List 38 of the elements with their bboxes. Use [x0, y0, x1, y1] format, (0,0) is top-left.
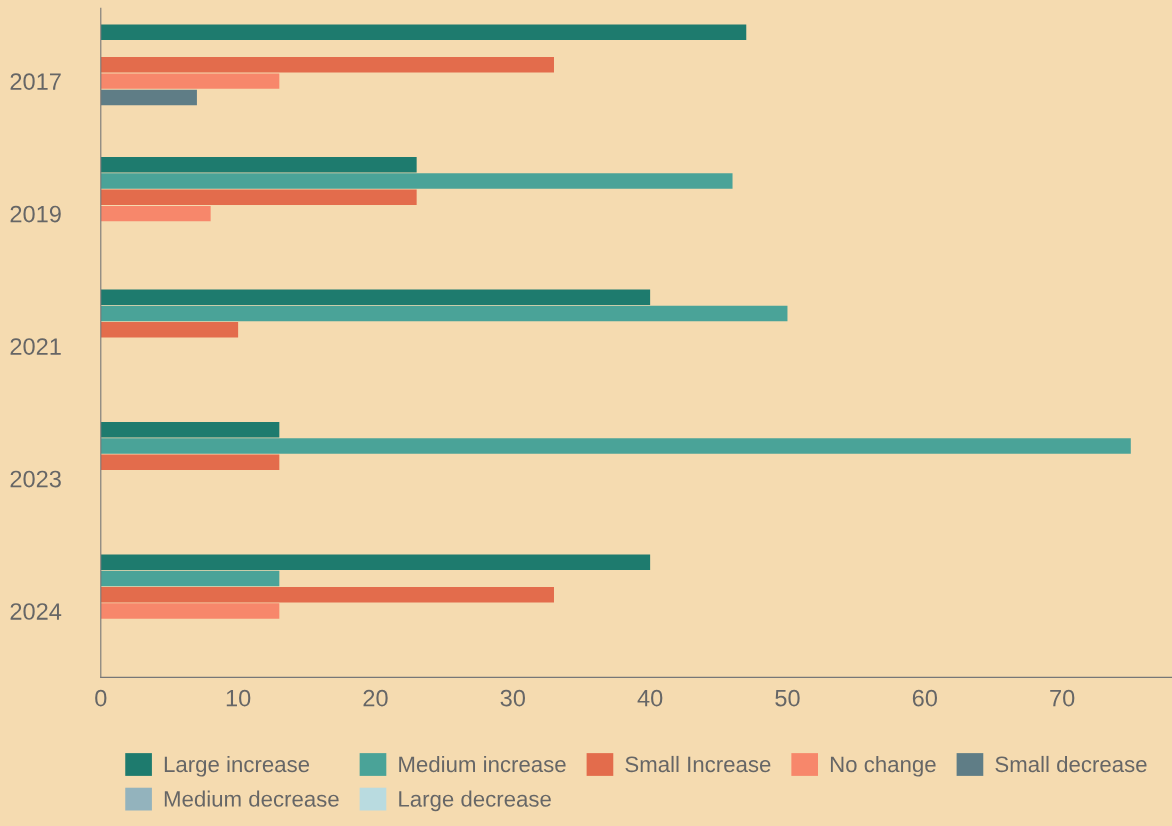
- legend-label: Medium increase: [399, 755, 566, 773]
- bar: [100, 587, 554, 603]
- x-tick-label: 0: [95, 689, 107, 707]
- y-tick-label: 2017: [10, 73, 61, 90]
- bar: [100, 57, 554, 73]
- legend-label: Large increase: [164, 755, 310, 777]
- x-tick-label: 70: [1050, 689, 1075, 707]
- bar: [100, 554, 651, 570]
- bar: [100, 73, 280, 89]
- legend-label: Large decrease: [399, 790, 551, 812]
- bar: [100, 422, 280, 438]
- bar: [100, 322, 239, 338]
- x-tick-label: 60: [912, 689, 938, 707]
- x-tick-label: 50: [775, 689, 800, 707]
- legend-label: Small decrease: [995, 755, 1147, 773]
- legend-label: No change: [830, 755, 936, 777]
- bar: [100, 205, 211, 222]
- bar: [100, 438, 1131, 454]
- legend-label: Medium decrease: [164, 790, 339, 807]
- bar: [100, 570, 280, 587]
- y-tick-label: 2019: [10, 205, 61, 223]
- bar: [100, 305, 788, 322]
- bar: [100, 89, 197, 106]
- bar: [100, 189, 417, 206]
- bar: [100, 289, 651, 305]
- bar: [100, 24, 747, 41]
- y-tick-label: 2024: [10, 603, 62, 620]
- bar: [100, 454, 280, 471]
- legend-label: Small Increase: [625, 755, 771, 773]
- bar: [100, 173, 733, 189]
- y-tick-label: 2023: [10, 470, 61, 488]
- bar: [100, 157, 417, 173]
- x-tick-label: 40: [637, 689, 663, 707]
- x-tick-label: 10: [226, 689, 251, 707]
- x-tick-label: 20: [363, 689, 388, 707]
- bar: [100, 603, 280, 619]
- y-tick-label: 2021: [10, 338, 61, 355]
- x-tick-label: 30: [500, 689, 525, 707]
